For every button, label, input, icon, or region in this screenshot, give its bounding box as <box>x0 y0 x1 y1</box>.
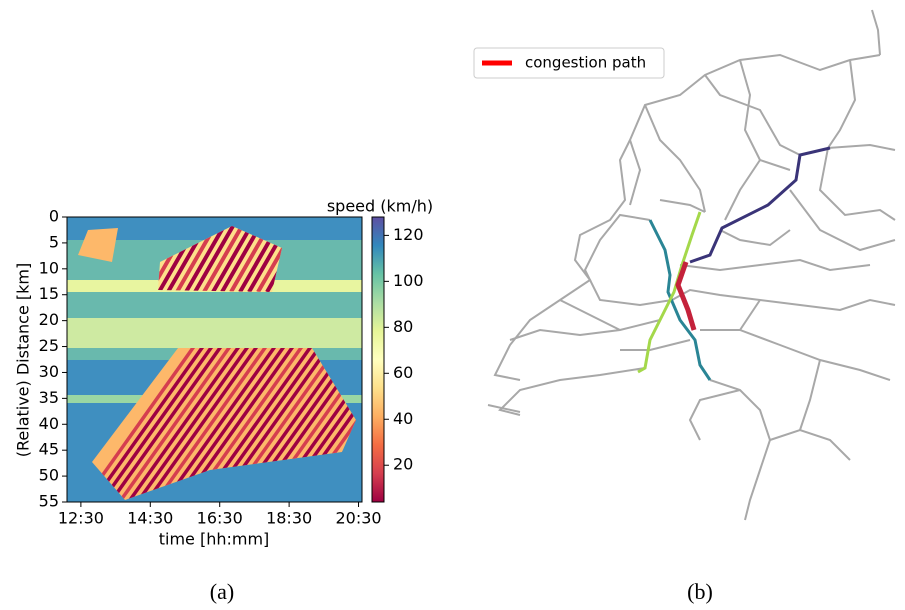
caption: (b) <box>687 579 713 604</box>
y-tick-label: 40 <box>39 414 59 433</box>
y-tick-label: 0 <box>49 207 59 226</box>
y-tick-label: 15 <box>39 284 59 303</box>
y-tick-label: 45 <box>39 440 59 459</box>
road-network <box>488 10 895 520</box>
x-tick-label: 20:30 <box>335 509 381 528</box>
legend-label: congestion path <box>525 54 646 72</box>
x-tick-label: 18:30 <box>266 509 312 528</box>
route-purple <box>690 148 830 262</box>
colorbar-tick-label: 60 <box>393 363 413 382</box>
x-axis-label: time [hh:mm] <box>159 530 270 549</box>
y-tick-label: 50 <box>39 466 59 485</box>
y-tick-label: 35 <box>39 388 59 407</box>
figure: 0 5 10 15 20 25 30 35 40 45 50 5512:30 14:30 16:30 18:… <box>0 0 905 610</box>
legend: congestion path <box>474 48 664 78</box>
colorbar-tick-label: 80 <box>393 317 413 336</box>
page: 0 5 10 15 20 25 30 35 40 45 50 5512:30 14:30 16:30 18:… <box>0 0 905 610</box>
colorbar-tick-label: 100 <box>393 271 424 290</box>
x-tick-label: 12:30 <box>58 509 104 528</box>
y-axis-label: (Relative) Distance [km] <box>14 263 33 457</box>
colorbar-tick-label: 120 <box>393 225 424 244</box>
y-tick-label: 55 <box>39 492 59 511</box>
y-tick-label: 10 <box>39 258 59 277</box>
y-tick-label: 20 <box>39 310 59 329</box>
x-tick-label: 16:30 <box>197 509 243 528</box>
colorbar <box>372 217 384 502</box>
colorbar-tick-label: 40 <box>393 409 413 428</box>
y-tick-label: 5 <box>49 232 59 251</box>
y-tick-label: 30 <box>39 362 59 381</box>
heatmap-band <box>67 318 362 348</box>
caption: (a) <box>210 579 234 604</box>
x-tick-label: 14:30 <box>127 509 173 528</box>
route-teal <box>650 220 710 380</box>
y-tick-label: 25 <box>39 336 59 355</box>
colorbar-label: speed (km/h) <box>327 197 433 216</box>
colorbar-tick-label: 20 <box>393 455 413 474</box>
